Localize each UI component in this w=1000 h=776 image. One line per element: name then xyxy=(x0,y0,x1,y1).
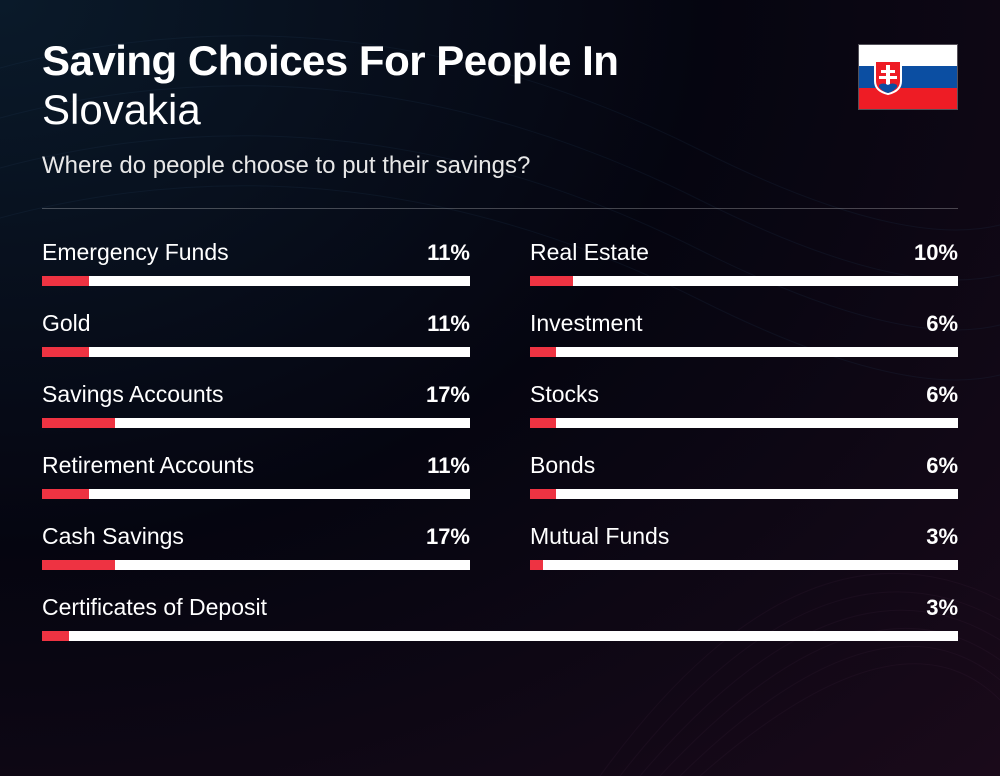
bar-item-head: Emergency Funds 11% xyxy=(42,239,470,266)
bar-value: 10% xyxy=(914,240,958,266)
bar-item-head: Cash Savings 17% xyxy=(42,523,470,550)
bar-fill xyxy=(42,347,89,357)
title-main: Saving Choices For People In xyxy=(42,38,858,84)
bar-track xyxy=(42,560,470,570)
bar-item-head: Real Estate 10% xyxy=(530,239,958,266)
bar-track xyxy=(530,347,958,357)
bar-value: 6% xyxy=(926,453,958,479)
bar-fill xyxy=(42,631,69,641)
bar-fill xyxy=(530,347,556,357)
bar-item: Real Estate 10% xyxy=(530,239,958,286)
bar-fill xyxy=(530,418,556,428)
bar-track xyxy=(42,631,958,641)
bar-value: 17% xyxy=(426,524,470,550)
header: Saving Choices For People In Slovakia Wh… xyxy=(42,38,958,180)
title-country: Slovakia xyxy=(42,86,858,134)
bar-item: Bonds 6% xyxy=(530,452,958,499)
bar-value: 17% xyxy=(426,382,470,408)
bar-value: 11% xyxy=(427,453,470,479)
bar-label: Certificates of Deposit xyxy=(42,594,267,621)
bar-item-head: Savings Accounts 17% xyxy=(42,381,470,408)
bar-value: 11% xyxy=(427,240,470,266)
bar-item: Cash Savings 17% xyxy=(42,523,470,570)
bars-grid: Emergency Funds 11% Real Estate 10% Gold 11% I… xyxy=(42,239,958,641)
bar-track xyxy=(530,418,958,428)
subtitle: Where do people choose to put their savi… xyxy=(42,152,858,180)
bar-label: Mutual Funds xyxy=(530,523,669,550)
bar-track xyxy=(530,489,958,499)
bar-value: 6% xyxy=(926,311,958,337)
bar-track xyxy=(42,418,470,428)
bar-value: 3% xyxy=(926,524,958,550)
bar-fill xyxy=(530,489,556,499)
bar-fill xyxy=(42,560,115,570)
main-container: Saving Choices For People In Slovakia Wh… xyxy=(0,0,1000,679)
bar-item-head: Bonds 6% xyxy=(530,452,958,479)
bar-item: Certificates of Deposit 3% xyxy=(42,594,958,641)
bar-fill xyxy=(42,276,89,286)
bar-fill xyxy=(42,418,115,428)
bar-value: 11% xyxy=(427,311,470,337)
bar-track xyxy=(42,489,470,499)
bar-item-head: Stocks 6% xyxy=(530,381,958,408)
bar-track xyxy=(530,560,958,570)
bar-label: Real Estate xyxy=(530,239,649,266)
bar-value: 3% xyxy=(926,595,958,621)
bar-label: Retirement Accounts xyxy=(42,452,254,479)
bar-item-head: Gold 11% xyxy=(42,310,470,337)
bar-item: Stocks 6% xyxy=(530,381,958,428)
bar-fill xyxy=(42,489,89,499)
bar-label: Emergency Funds xyxy=(42,239,229,266)
bar-item: Gold 11% xyxy=(42,310,470,357)
title-block: Saving Choices For People In Slovakia Wh… xyxy=(42,38,858,180)
bar-label: Stocks xyxy=(530,381,599,408)
bar-fill xyxy=(530,560,543,570)
bar-item-head: Retirement Accounts 11% xyxy=(42,452,470,479)
bar-track xyxy=(42,347,470,357)
bar-item: Savings Accounts 17% xyxy=(42,381,470,428)
bar-item: Retirement Accounts 11% xyxy=(42,452,470,499)
bar-label: Gold xyxy=(42,310,91,337)
bar-label: Investment xyxy=(530,310,643,337)
bar-track xyxy=(42,276,470,286)
bar-label: Savings Accounts xyxy=(42,381,224,408)
flag-slovakia xyxy=(858,44,958,110)
bar-label: Cash Savings xyxy=(42,523,184,550)
bar-item-head: Investment 6% xyxy=(530,310,958,337)
bar-item: Mutual Funds 3% xyxy=(530,523,958,570)
bar-fill xyxy=(530,276,573,286)
divider xyxy=(42,208,958,209)
bar-item-head: Mutual Funds 3% xyxy=(530,523,958,550)
flag-emblem-icon xyxy=(873,59,903,95)
bar-item: Investment 6% xyxy=(530,310,958,357)
bar-track xyxy=(530,276,958,286)
bar-label: Bonds xyxy=(530,452,595,479)
bar-value: 6% xyxy=(926,382,958,408)
bar-item: Emergency Funds 11% xyxy=(42,239,470,286)
bar-item-head: Certificates of Deposit 3% xyxy=(42,594,958,621)
